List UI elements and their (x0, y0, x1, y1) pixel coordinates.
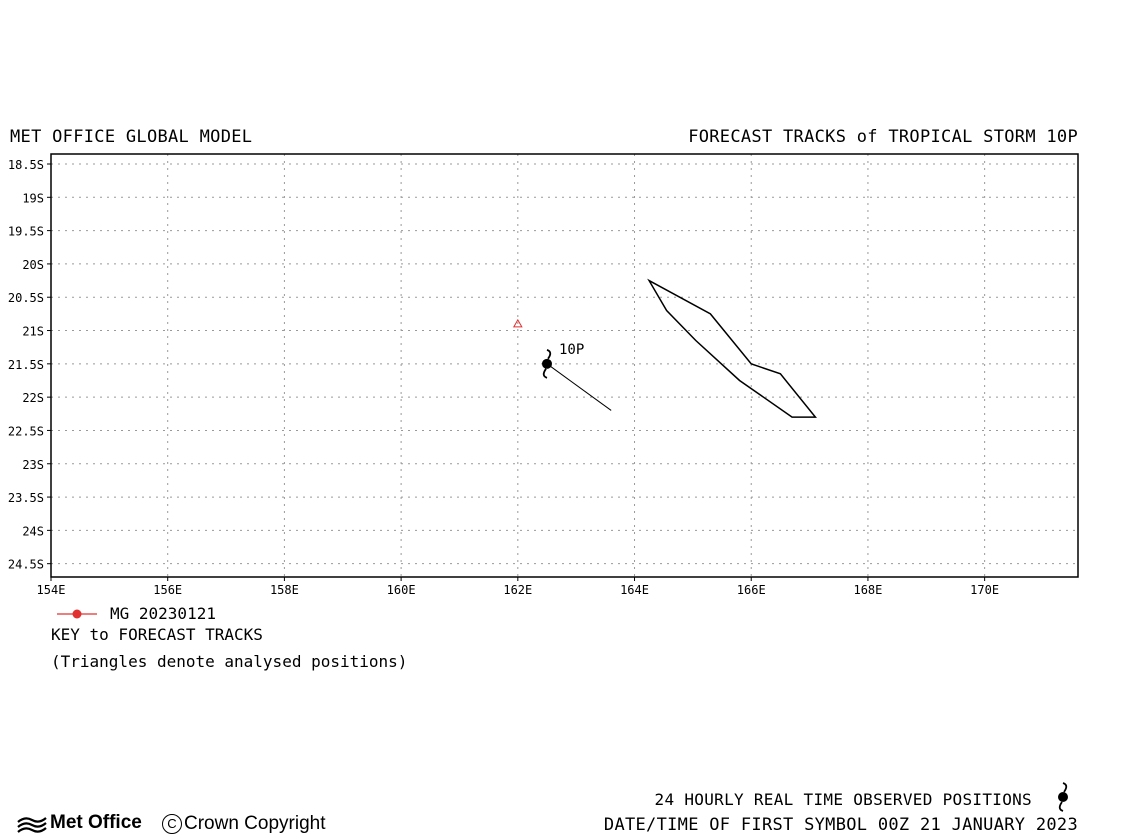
lat-tick-label: 18.5S (8, 158, 44, 172)
model-title: MET OFFICE GLOBAL MODEL (10, 127, 253, 147)
lon-tick-label: 170E (970, 583, 999, 597)
chart-title: FORECAST TRACKS of TROPICAL STORM 10P (688, 127, 1078, 147)
analysed-position-triangle (512, 318, 523, 328)
lat-tick-label: 23S (22, 458, 44, 472)
observed-positions-note: 24 HOURLY REAL TIME OBSERVED POSITIONS (654, 790, 1032, 809)
lat-tick-label: 21.5S (8, 358, 44, 372)
lat-tick-label: 19S (22, 191, 44, 205)
met-office-logo-icon (17, 817, 47, 833)
longitude-axis: 154E 156E 158E 160E 162E 164E 166E 168E 170E (37, 577, 999, 597)
lat-tick-label: 20S (22, 258, 44, 272)
copyright-notice: C Crown Copyright (162, 813, 326, 835)
lat-tick-label: 22S (22, 391, 44, 405)
legend-note: (Triangles denote analysed positions) (51, 652, 408, 671)
tropical-storm-icon (541, 348, 552, 379)
map-grid (51, 154, 1078, 577)
lat-tick-label: 22.5S (8, 424, 44, 438)
storm-arm (542, 368, 548, 379)
logo-text: Met Office (50, 812, 142, 833)
storm-core (541, 358, 552, 369)
lon-tick-label: 156E (153, 583, 182, 597)
storm-core (1058, 792, 1068, 802)
lon-tick-label: 154E (37, 583, 66, 597)
lon-tick-label: 160E (387, 583, 416, 597)
storm-label: 10P (559, 342, 584, 358)
storm-arm (546, 348, 552, 360)
lon-tick-label: 168E (853, 583, 882, 597)
lon-tick-label: 158E (270, 583, 299, 597)
lon-tick-label: 162E (503, 583, 532, 597)
lat-tick-label: 23.5S (8, 491, 44, 505)
lat-tick-label: 24S (22, 524, 44, 538)
tropical-storm-icon (1058, 782, 1068, 812)
lat-tick-label: 21S (22, 325, 44, 339)
forecast-track-line (546, 363, 612, 411)
legend-key-title: KEY to FORECAST TRACKS (51, 625, 263, 644)
storm-arm (1058, 801, 1064, 812)
first-symbol-date: DATE/TIME OF FIRST SYMBOL 00Z 21 JANUARY… (603, 815, 1078, 835)
lon-tick-label: 164E (620, 583, 649, 597)
copyright-symbol: C (162, 814, 182, 834)
latitude-axis: 18.5S 19S 19.5S 20S 20.5S 21S 21.5S 22S 22.5S 23S… (8, 158, 51, 572)
forecast-track-outline (647, 278, 817, 418)
met-office-logo: Met Office (17, 812, 142, 834)
legend-run-label: MG 20230121 (110, 604, 216, 623)
legend-run-marker (72, 609, 82, 619)
copyright-text: Crown Copyright (184, 813, 326, 834)
lat-tick-label: 24.5S (8, 558, 44, 572)
lat-tick-label: 19.5S (8, 225, 44, 239)
lon-tick-label: 166E (737, 583, 766, 597)
lat-tick-label: 20.5S (8, 291, 44, 305)
map-frame (50, 153, 1079, 578)
storm-arm (1062, 782, 1068, 793)
